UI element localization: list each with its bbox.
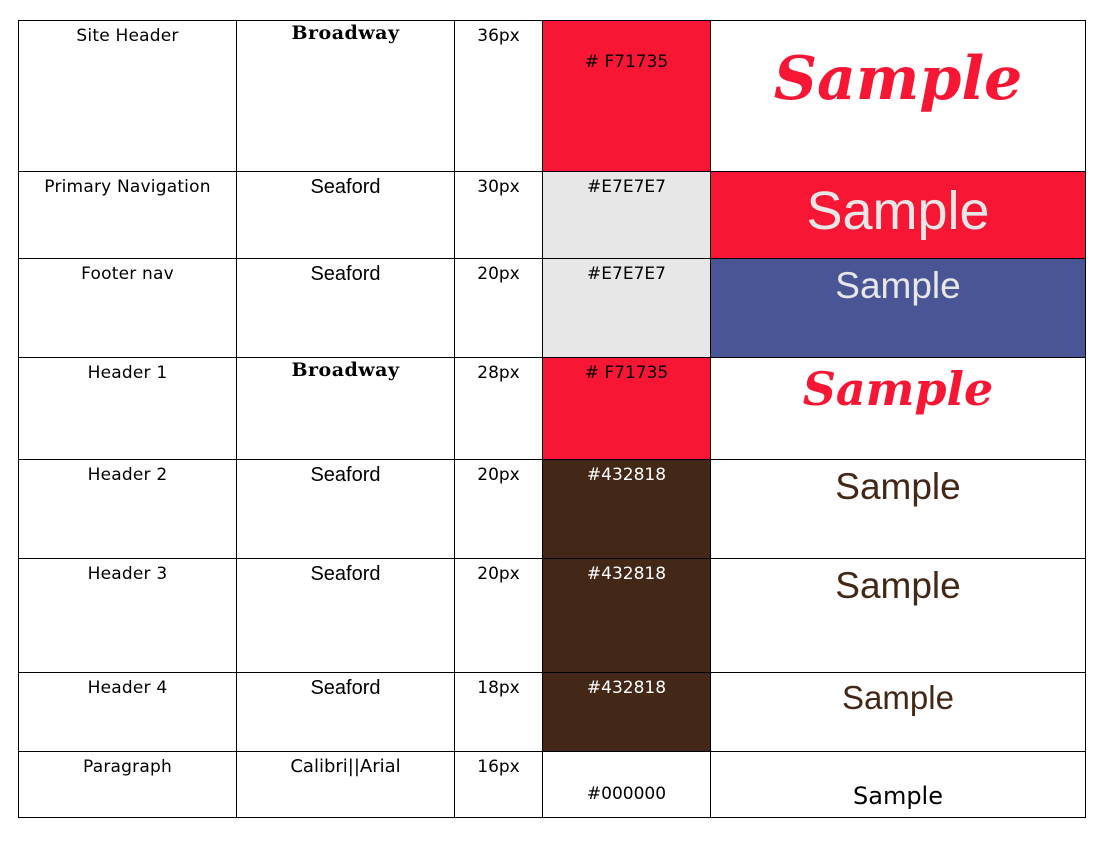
font-cell: Seaford xyxy=(236,672,455,752)
font-name: Calibri||Arial xyxy=(290,756,401,777)
sample-cell: Sample xyxy=(710,258,1086,358)
table-row: Header 1 Broadway 28px # F71735 Sample xyxy=(18,357,1086,460)
element-cell: Header 4 xyxy=(18,672,237,752)
element-name: Footer nav xyxy=(81,264,174,284)
color-swatch-cell: #E7E7E7 xyxy=(542,258,711,358)
element-name: Paragraph xyxy=(83,757,172,777)
sample-text: Sample xyxy=(853,782,943,810)
color-swatch-cell: #432818 xyxy=(542,558,711,673)
table-row: Header 4 Seaford 18px #432818 Sample xyxy=(18,672,1086,752)
element-cell: Header 2 xyxy=(18,459,237,559)
sample-cell: Sample xyxy=(710,558,1086,673)
size-cell: 36px xyxy=(454,20,543,172)
sample-cell: Sample xyxy=(710,459,1086,559)
size-cell: 20px xyxy=(454,558,543,673)
table-row: Site Header Broadway 36px # F71735 Sampl… xyxy=(18,20,1086,172)
size-cell: 18px xyxy=(454,672,543,752)
color-hex-label: #432818 xyxy=(586,678,667,698)
sample-text: Sample xyxy=(802,362,994,416)
element-name: Header 1 xyxy=(87,363,168,383)
font-size-value: 36px xyxy=(477,26,520,46)
font-name: Broadway xyxy=(291,22,400,44)
font-size-value: 28px xyxy=(477,363,520,383)
font-size-value: 16px xyxy=(477,757,520,777)
font-cell: Seaford xyxy=(236,171,455,259)
font-cell: Broadway xyxy=(236,20,455,172)
element-cell: Header 3 xyxy=(18,558,237,673)
size-cell: 20px xyxy=(454,459,543,559)
color-hex-label: # F71735 xyxy=(584,363,669,383)
font-name: Seaford xyxy=(310,464,381,486)
color-hex-label: # F71735 xyxy=(584,52,669,72)
font-size-value: 20px xyxy=(477,465,520,485)
size-cell: 16px xyxy=(454,751,543,818)
font-size-value: 30px xyxy=(477,177,520,197)
color-swatch-cell: # F71735 xyxy=(542,357,711,460)
sample-cell: Sample xyxy=(710,672,1086,752)
sample-cell: Sample xyxy=(710,751,1086,818)
table-row: Primary Navigation Seaford 30px #E7E7E7 … xyxy=(18,171,1086,259)
element-name: Header 3 xyxy=(87,564,168,584)
size-cell: 28px xyxy=(454,357,543,460)
sample-text: Sample xyxy=(835,265,961,306)
element-name: Header 2 xyxy=(87,465,168,485)
element-cell: Primary Navigation xyxy=(18,171,237,259)
table-row: Header 2 Seaford 20px #432818 Sample xyxy=(18,459,1086,559)
font-cell: Broadway xyxy=(236,357,455,460)
sample-text: Sample xyxy=(773,44,1023,114)
color-swatch-cell: #432818 xyxy=(542,459,711,559)
font-size-value: 20px xyxy=(477,564,520,584)
color-swatch-cell: #432818 xyxy=(542,672,711,752)
style-guide-sheet: Site Header Broadway 36px # F71735 Sampl… xyxy=(18,20,1086,818)
table-row: Header 3 Seaford 20px #432818 Sample xyxy=(18,558,1086,673)
color-hex-label: #E7E7E7 xyxy=(587,177,666,197)
element-cell: Header 1 xyxy=(18,357,237,460)
element-cell: Footer nav xyxy=(18,258,237,358)
font-size-value: 20px xyxy=(477,264,520,284)
element-name: Site Header xyxy=(76,26,179,46)
font-name: Broadway xyxy=(291,359,400,381)
sample-text: Sample xyxy=(835,466,961,507)
style-guide-table: Site Header Broadway 36px # F71735 Sampl… xyxy=(18,20,1086,818)
color-hex-label: #E7E7E7 xyxy=(587,264,666,284)
sample-text: Sample xyxy=(806,181,990,241)
sample-cell: Sample xyxy=(710,20,1086,172)
sample-cell: Sample xyxy=(710,171,1086,259)
color-hex-label: #432818 xyxy=(586,465,667,485)
font-cell: Seaford xyxy=(236,558,455,673)
sample-cell: Sample xyxy=(710,357,1086,460)
element-name: Header 4 xyxy=(87,678,168,698)
font-name: Seaford xyxy=(310,563,381,585)
table-row: Footer nav Seaford 20px #E7E7E7 Sample xyxy=(18,258,1086,358)
font-name: Seaford xyxy=(310,677,381,699)
font-cell: Seaford xyxy=(236,459,455,559)
color-hex-label: #000000 xyxy=(586,784,667,804)
font-size-value: 18px xyxy=(477,678,520,698)
table-row: Paragraph Calibri||Arial 16px #000000 Sa… xyxy=(18,751,1086,818)
font-cell: Seaford xyxy=(236,258,455,358)
element-cell: Site Header xyxy=(18,20,237,172)
font-name: Seaford xyxy=(310,176,381,198)
element-name: Primary Navigation xyxy=(44,177,211,197)
size-cell: 30px xyxy=(454,171,543,259)
sample-text: Sample xyxy=(835,565,961,606)
color-swatch-cell: # F71735 xyxy=(542,20,711,172)
color-swatch-cell: #E7E7E7 xyxy=(542,171,711,259)
font-name: Seaford xyxy=(310,263,381,285)
color-hex-label: #432818 xyxy=(586,564,667,584)
element-cell: Paragraph xyxy=(18,751,237,818)
sample-text: Sample xyxy=(842,679,954,716)
font-cell: Calibri||Arial xyxy=(236,751,455,818)
color-swatch-cell: #000000 xyxy=(542,751,711,818)
size-cell: 20px xyxy=(454,258,543,358)
